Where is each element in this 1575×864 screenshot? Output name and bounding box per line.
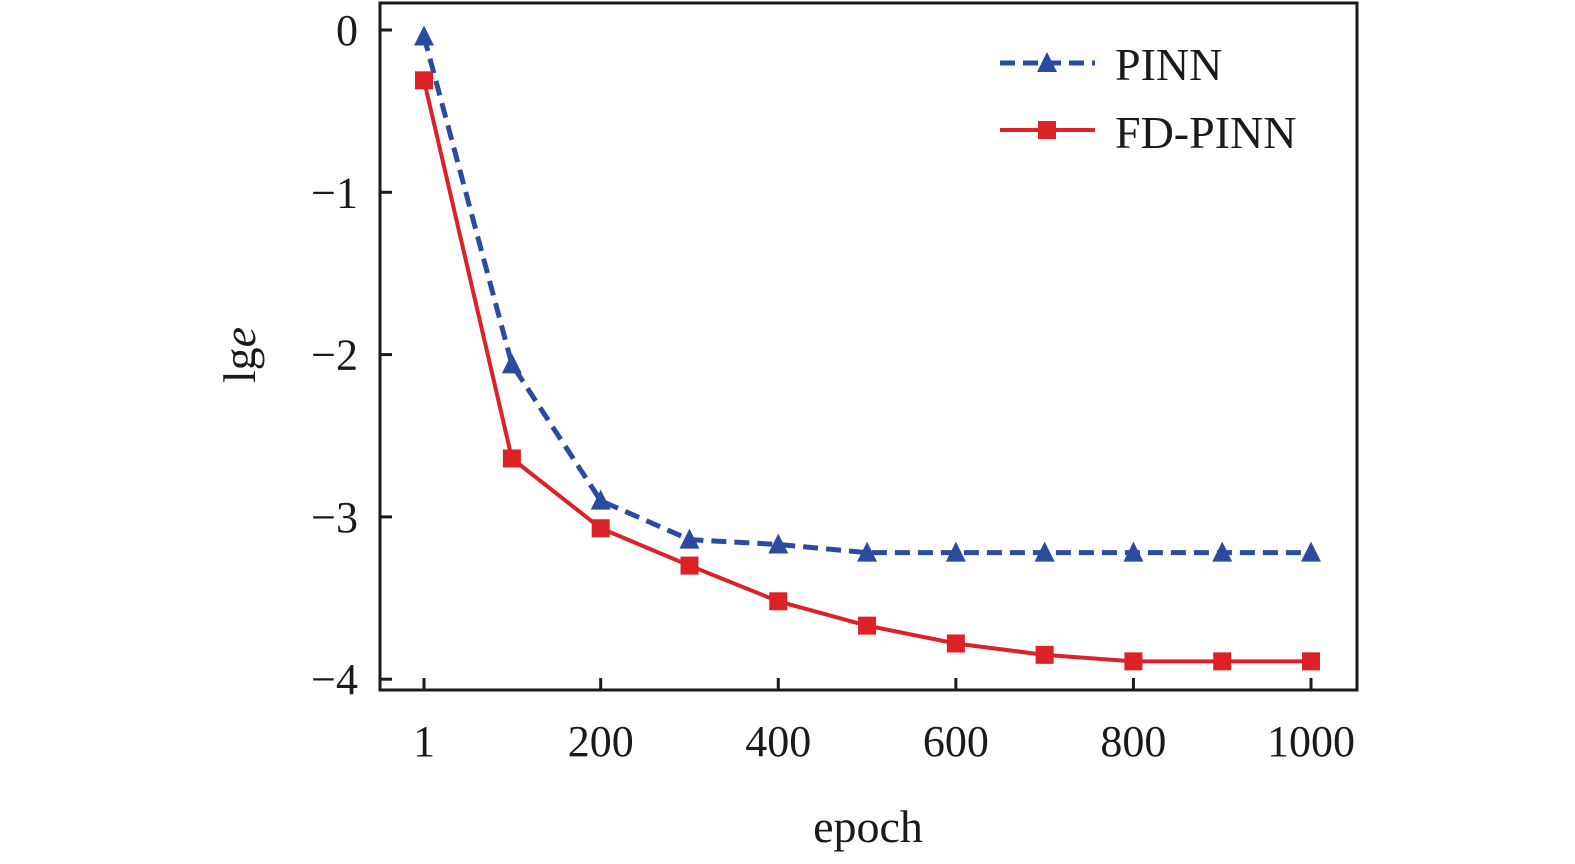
point-pinn	[590, 489, 611, 510]
axis-ticks: 1 200 400 600 800 1000 0 −1 −2 −3 −4	[311, 6, 1355, 766]
point-pinn	[1301, 541, 1321, 562]
point-fd-pinn	[946, 634, 965, 653]
legend-label-pinn: PINN	[1115, 39, 1222, 90]
point-fd-pinn	[1124, 652, 1143, 671]
x-tick-label: 400	[745, 717, 811, 766]
point-fd-pinn	[1035, 645, 1054, 664]
legend-label-fd-pinn: FD-PINN	[1115, 107, 1296, 158]
y-tick-label: −1	[311, 168, 358, 217]
x-tick-label: 1	[413, 717, 435, 766]
point-fd-pinn	[1213, 652, 1232, 671]
series-pinn	[414, 25, 1321, 562]
point-pinn	[1212, 541, 1233, 562]
point-fd-pinn	[591, 519, 610, 538]
point-fd-pinn	[415, 71, 433, 90]
legend-item-fd-pinn: FD-PINN	[1000, 107, 1296, 158]
line-pinn	[421, 35, 1311, 556]
point-pinn	[1034, 541, 1055, 562]
point-pinn	[857, 541, 878, 562]
x-tick-label: 200	[568, 717, 634, 766]
point-fd-pinn	[502, 449, 521, 468]
series-fd-pinn	[415, 71, 1320, 671]
point-fd-pinn	[680, 556, 699, 575]
legend: PINN FD-PINN	[1000, 39, 1296, 158]
x-tick-label: 600	[923, 717, 989, 766]
y-tick-label: 0	[336, 6, 358, 55]
y-axis-label: lge	[214, 327, 265, 383]
x-tick-label: 1000	[1267, 717, 1355, 766]
y-axis-label-prefix: lg	[214, 347, 265, 383]
point-pinn	[501, 353, 522, 374]
series-group	[414, 25, 1321, 671]
plot-frame	[378, 1, 1359, 692]
point-fd-pinn	[769, 592, 788, 611]
point-pinn	[1123, 541, 1144, 562]
point-pinn	[768, 533, 789, 554]
y-tick-label: −4	[311, 655, 358, 704]
y-tick-label: −2	[311, 331, 358, 380]
point-pinn	[679, 528, 700, 549]
line-fd-pinn	[422, 79, 1311, 664]
point-fd-pinn	[1302, 652, 1320, 671]
y-axis-label-var: e	[214, 327, 265, 347]
x-tick-label: 800	[1100, 717, 1166, 766]
legend-item-pinn: PINN	[1000, 39, 1222, 90]
point-pinn	[945, 541, 966, 562]
legend-marker-pinn	[1037, 52, 1057, 72]
point-fd-pinn	[858, 616, 877, 635]
point-pinn	[414, 25, 434, 46]
legend-marker-fd-pinn	[1038, 121, 1056, 139]
x-axis-label: epoch	[813, 801, 923, 852]
y-tick-label: −3	[311, 493, 358, 542]
